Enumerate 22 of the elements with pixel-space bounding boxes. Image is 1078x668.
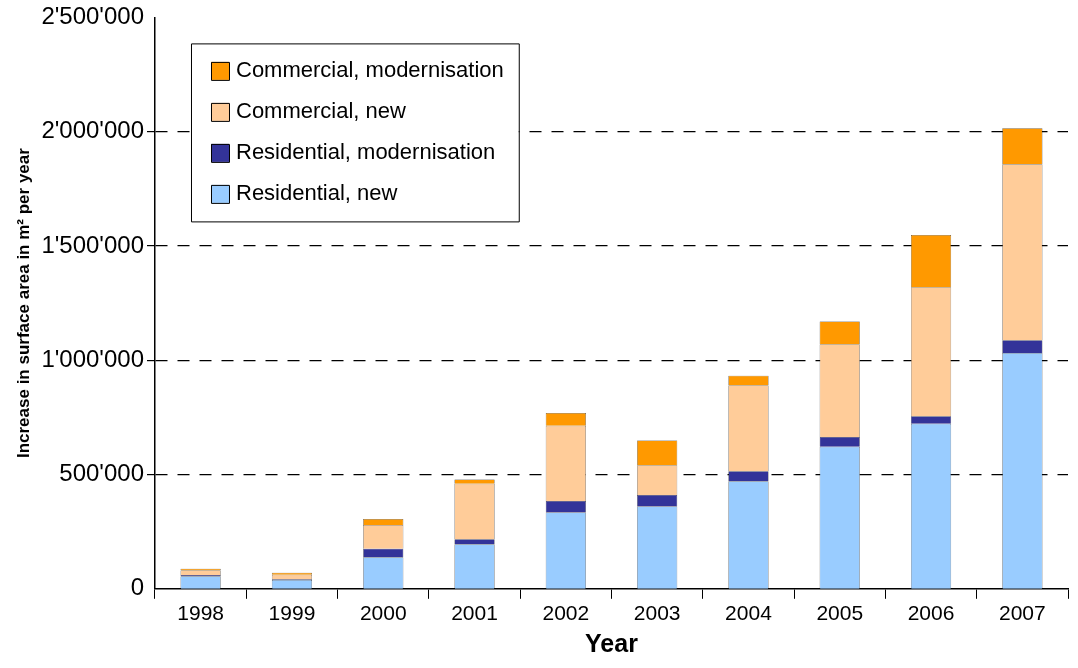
x-tick-label: 1999	[268, 601, 316, 625]
legend-label: Residential, new	[236, 179, 398, 205]
y-axis-title: Increase in surface area in m² per year	[13, 147, 33, 459]
x-tick-label: 2004	[725, 601, 773, 625]
x-tick-label: 1998	[177, 601, 225, 625]
y-tick-label: 500'000	[59, 459, 144, 487]
y-tick-label: 1'000'000	[41, 344, 144, 372]
x-tick-label: 2001	[451, 601, 498, 625]
legend-label: Commercial, new	[236, 97, 407, 123]
y-tick-label: 1'500'000	[41, 230, 144, 258]
x-tick-label: 2005	[816, 601, 864, 625]
x-axis-title: Year	[585, 628, 639, 657]
legend-label: Residential, modernisation	[236, 138, 496, 164]
y-tick-label: 2'500'000	[41, 2, 144, 30]
x-tick-label: 2003	[633, 601, 681, 625]
x-tick-label: 2006	[907, 601, 955, 625]
x-tick-label: 2002	[542, 601, 590, 625]
x-tick-label: 2007	[998, 601, 1046, 625]
legend-label: Commercial, modernisation	[236, 56, 504, 82]
y-tick-label: 2'000'000	[41, 116, 144, 144]
x-tick-label: 2000	[359, 601, 407, 625]
y-tick-label: 0	[130, 573, 144, 601]
